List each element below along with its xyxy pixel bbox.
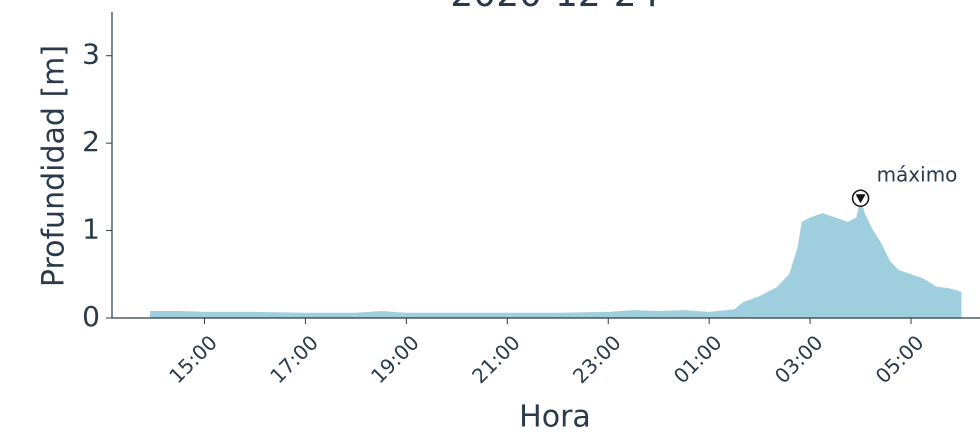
y-tick-label: 1 [82, 213, 100, 246]
area [149, 198, 962, 318]
x-tick-label: 05:00 [871, 330, 929, 388]
annotation-text: máximo [877, 163, 958, 187]
y-tick-label: 2 [82, 125, 100, 158]
x-tick-label: 21:00 [467, 330, 525, 388]
x-tick-label: 17:00 [265, 330, 323, 388]
x-tick-label: 23:00 [568, 330, 626, 388]
chart-title: 2020-12-24 [450, 0, 659, 15]
x-tick-label: 15:00 [164, 330, 222, 388]
y-tick-label: 0 [82, 300, 100, 333]
x-tick-label: 01:00 [669, 330, 727, 388]
y-axis-label: Profundidad [m] [37, 45, 72, 287]
x-tick-label: 19:00 [366, 330, 424, 388]
max-triangle [855, 194, 866, 204]
x-axis-label: Hora [519, 400, 591, 435]
x-tick-label: 03:00 [770, 330, 828, 388]
y-tick-label: 3 [82, 38, 100, 71]
